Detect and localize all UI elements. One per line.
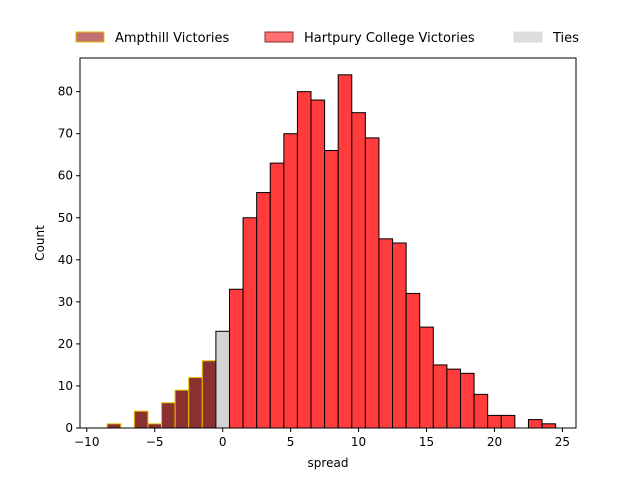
legend-label: Hartpury College Victories <box>304 31 475 46</box>
legend-swatch <box>513 31 543 43</box>
bar <box>188 377 203 429</box>
bar <box>446 368 461 429</box>
bar <box>324 150 339 429</box>
bar <box>351 112 366 429</box>
legend-swatch <box>75 31 105 43</box>
x-axis: −10 −5 0 5 10 15 20 25 <box>74 428 570 449</box>
bar <box>364 137 380 429</box>
legend: Ampthill Victories Hartpury College Victo… <box>75 31 579 46</box>
bar <box>459 372 475 429</box>
x-tick-label: 5 <box>287 435 295 449</box>
y-axis-label: Count <box>33 225 47 261</box>
bar <box>133 410 149 429</box>
bar <box>541 423 557 429</box>
bar <box>378 238 394 429</box>
y-tick-label: 40 <box>58 253 73 267</box>
y-tick-label: 30 <box>58 295 73 309</box>
y-tick-label: 20 <box>58 337 73 351</box>
bar <box>337 74 353 429</box>
bar <box>419 326 434 429</box>
bar <box>527 419 543 429</box>
y-tick-label: 70 <box>58 127 73 141</box>
bar <box>487 414 502 429</box>
bar <box>405 292 421 429</box>
y-tick-label: 10 <box>58 379 73 393</box>
bar <box>106 423 122 429</box>
bar <box>215 330 230 429</box>
y-tick-label: 80 <box>58 85 73 99</box>
x-axis-label: spread <box>308 456 349 470</box>
y-axis: 0 10 20 30 40 50 60 70 80 <box>58 85 80 435</box>
y-tick-label: 50 <box>58 211 73 225</box>
bar <box>473 393 489 429</box>
y-tick-label: 60 <box>58 169 73 183</box>
x-tick-label: 20 <box>487 435 502 449</box>
bar <box>269 162 285 429</box>
x-tick-label: 15 <box>419 435 434 449</box>
legend-swatch <box>264 31 294 43</box>
bar <box>147 423 163 429</box>
bars <box>106 74 557 429</box>
bar <box>228 288 244 429</box>
x-tick-label: −10 <box>74 435 99 449</box>
y-tick-label: 0 <box>65 421 73 435</box>
bar <box>161 402 176 429</box>
bar <box>432 364 448 429</box>
plot-frame <box>79 57 577 429</box>
bar <box>392 242 407 429</box>
bar <box>256 192 271 429</box>
bar <box>500 414 516 429</box>
legend-label: Ties <box>552 31 579 46</box>
bar <box>201 360 217 429</box>
x-tick-label: −5 <box>146 435 164 449</box>
x-tick-label: 10 <box>351 435 366 449</box>
bar <box>310 99 326 429</box>
bar <box>242 217 258 429</box>
bar <box>296 91 312 429</box>
x-tick-label: 0 <box>219 435 227 449</box>
bar <box>174 389 190 429</box>
bar <box>283 133 298 429</box>
legend-label: Ampthill Victories <box>115 31 229 46</box>
x-tick-label: 25 <box>555 435 570 449</box>
